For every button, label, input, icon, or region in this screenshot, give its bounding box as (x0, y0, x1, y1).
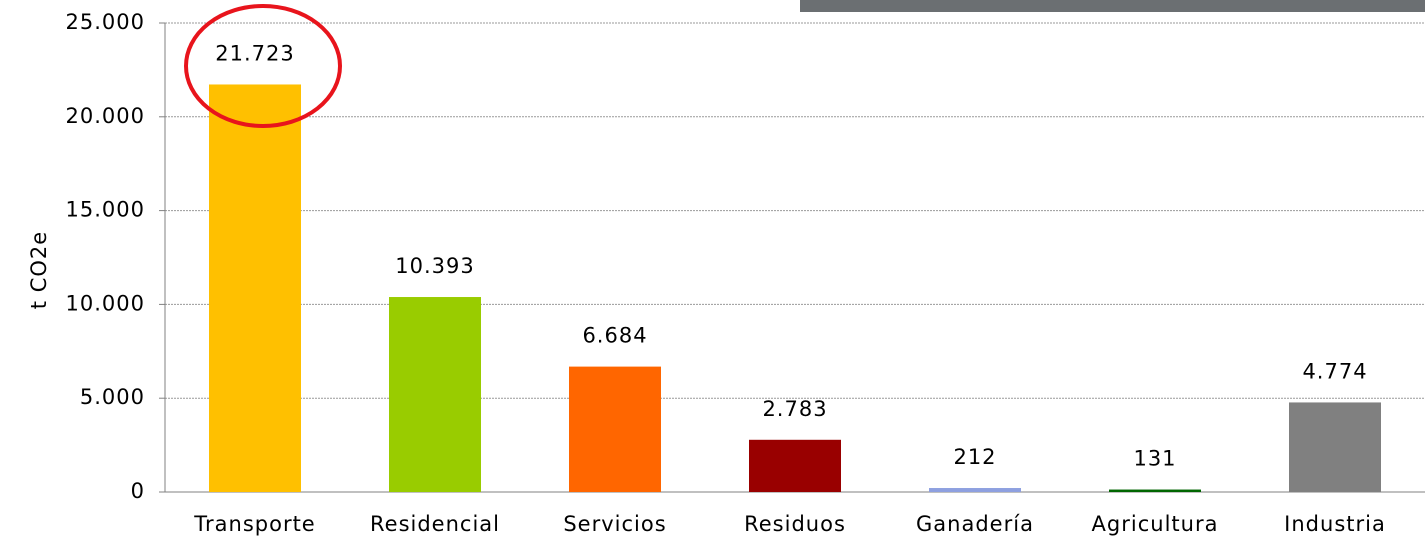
y-tick-label: 25.000 (66, 10, 145, 34)
y-tick-label: 5.000 (80, 385, 145, 409)
y-tick-label: 20.000 (66, 104, 145, 128)
x-tick-label: Agricultura (1092, 512, 1219, 536)
y-tick-label: 10.000 (66, 291, 145, 315)
x-tick-label: Industria (1284, 512, 1386, 536)
x-tick-label: Servicios (563, 512, 666, 536)
value-label: 6.684 (582, 324, 647, 348)
bar (749, 440, 841, 492)
bar (1289, 402, 1381, 492)
x-tick-label: Residencial (370, 512, 500, 536)
y-tick-label: 15.000 (66, 198, 145, 222)
value-label: 212 (953, 445, 996, 469)
y-axis-label: t CO2e (27, 231, 51, 309)
x-tick-label: Residuos (744, 512, 846, 536)
bar (569, 367, 661, 492)
value-label: 10.393 (395, 254, 474, 278)
bar (1109, 490, 1201, 492)
chart: t CO2e 0 5.000 10.000 15.000 20.000 25.000 Tra… (0, 0, 1425, 543)
bar (929, 488, 1021, 492)
bar (389, 297, 481, 492)
value-label: 2.783 (762, 397, 827, 421)
value-label: 131 (1133, 447, 1176, 471)
value-label: 4.774 (1302, 359, 1367, 383)
value-label: 21.723 (215, 41, 294, 65)
background-photo (800, 0, 1425, 12)
x-tick-label: Ganadería (916, 512, 1034, 536)
bar (209, 84, 301, 492)
x-tick-label: Transporte (193, 512, 315, 536)
y-tick-label: 0 (131, 479, 145, 503)
